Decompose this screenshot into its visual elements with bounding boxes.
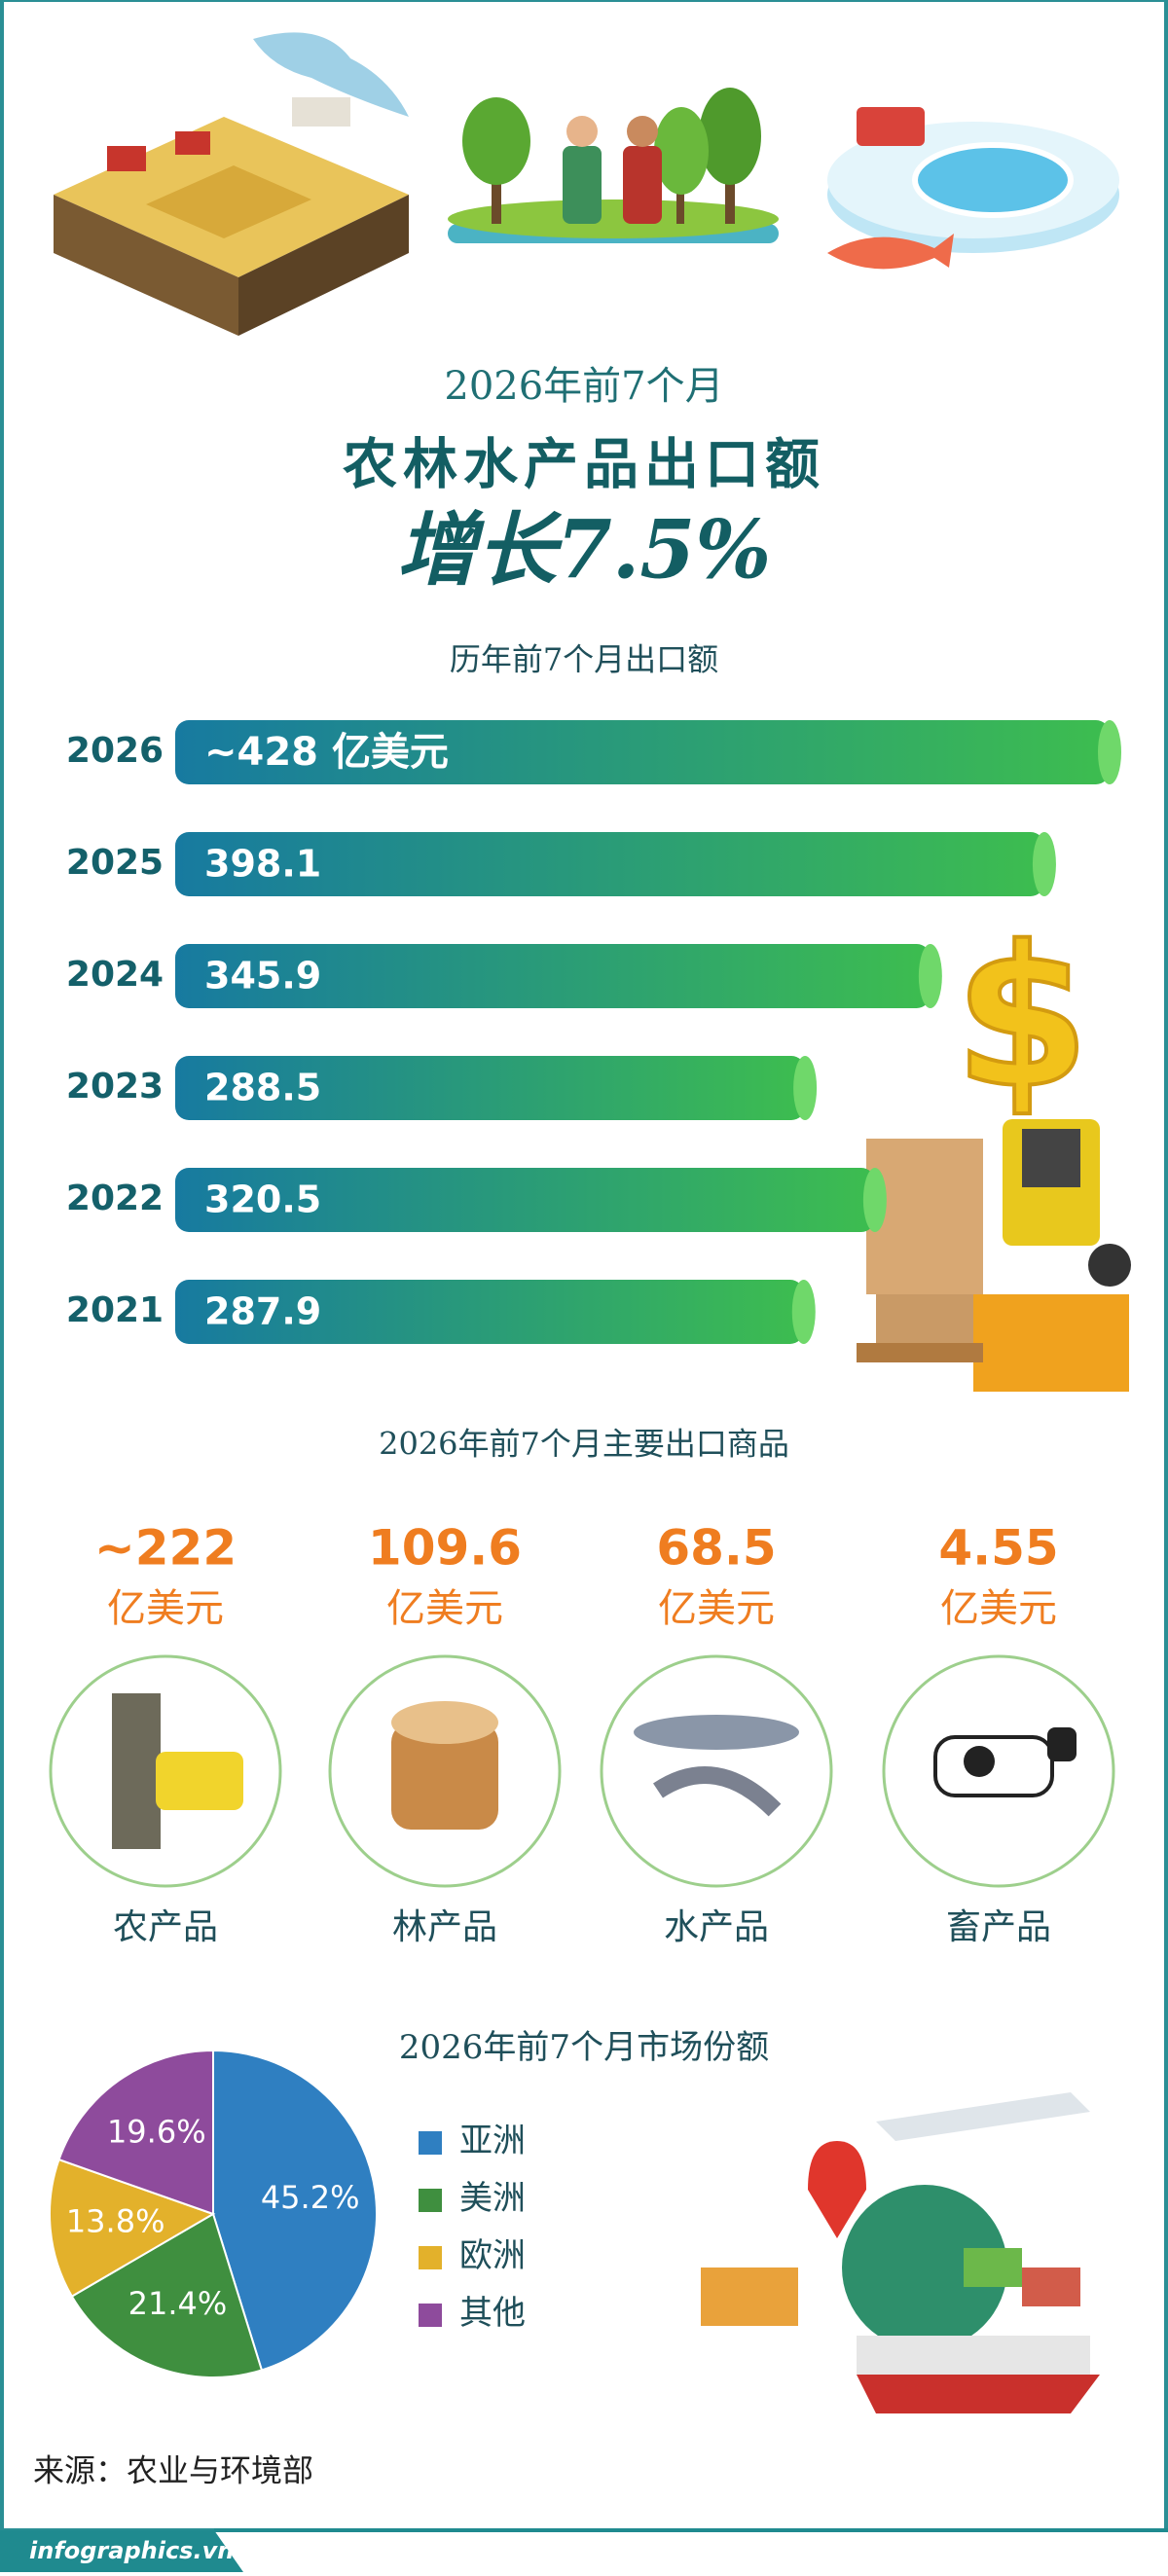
product-value: 109.6 [368, 1520, 522, 1577]
products-title: 2026年前7个月主要出口商品 [379, 1426, 789, 1463]
category-label: 2023 [66, 1067, 164, 1107]
pie-slice [212, 2049, 379, 2372]
legend-label: 其他 [459, 2294, 526, 2333]
product-unit: 亿美元 [658, 1586, 775, 1631]
icon-latex [156, 1752, 243, 1810]
bar-cap [1032, 832, 1056, 896]
value-label: 398.1 [204, 843, 321, 886]
svg-text:$: $ [954, 905, 1089, 1132]
bar-chart: 2026 ~428 亿美元 2025 398.1 2024 345.9 2023 288.5 2… [66, 720, 1121, 1344]
kicker: 2026年前7个月 [444, 364, 723, 409]
value-label: 288.5 [204, 1067, 321, 1109]
icon-shrimp [653, 1766, 782, 1817]
legend-swatch [419, 2304, 442, 2327]
category-label: 2026 [66, 731, 164, 771]
product-value: 68.5 [656, 1520, 776, 1577]
footer-band [0, 2530, 243, 2572]
legend-label: 欧洲 [459, 2236, 526, 2275]
value-label: ~428 亿美元 [204, 730, 449, 775]
logistics-illustration [701, 2092, 1100, 2413]
pie-slice [70, 2212, 264, 2378]
product-label: 畜产品 [946, 1907, 1051, 1947]
bar-cap [791, 1280, 816, 1344]
pie-chart: 45.2% 亚洲 21.4% 美洲 13.8% 欧洲 19.6% 其他 [49, 2049, 526, 2378]
product-label: 林产品 [392, 1907, 497, 1947]
category-label: 2024 [66, 955, 164, 995]
fishery-illustration [827, 107, 1119, 270]
product-unit: 亿美元 [940, 1586, 1057, 1631]
slice-label: 13.8% [66, 2202, 165, 2239]
icon-log [391, 1723, 498, 1830]
bar-cap [793, 1056, 818, 1120]
bar [175, 1168, 875, 1232]
farmers-illustration [448, 88, 779, 243]
footer: infographics.vn [29, 2537, 234, 2564]
icon-log-top [391, 1701, 498, 1744]
category-label: 2021 [66, 1290, 164, 1330]
bar [175, 1056, 806, 1120]
product-label: 农产品 [113, 1907, 218, 1947]
product-unit: 亿美元 [386, 1586, 503, 1631]
title: 农林水产品出口额 [343, 433, 825, 497]
slice-label: 19.6% [107, 2114, 206, 2151]
export-illustration: $ [857, 903, 1131, 1392]
value-label: 287.9 [204, 1290, 321, 1333]
slice-label: 21.4% [128, 2285, 228, 2322]
bar [175, 720, 1110, 784]
legend-swatch [419, 2131, 442, 2155]
bar [175, 944, 931, 1008]
category-label: 2025 [66, 843, 164, 883]
legend-label: 亚洲 [459, 2122, 526, 2160]
pie-chart-title: 2026年前7个月市场份额 [399, 2028, 769, 2067]
value-label: 320.5 [204, 1179, 321, 1221]
farm-illustration [54, 32, 409, 336]
icon-head [1047, 1727, 1077, 1761]
icon-fish [634, 1715, 799, 1750]
bar-cap [918, 944, 942, 1008]
pie-slice [57, 2049, 214, 2216]
product-value: 4.55 [938, 1520, 1058, 1577]
bar-chart-title: 历年前7个月出口额 [450, 641, 718, 678]
bar [175, 1280, 804, 1344]
icon-trunk [112, 1693, 161, 1849]
headline: 增长7.5% [397, 503, 772, 597]
icon-spot [964, 1746, 995, 1777]
bar-cap [862, 1168, 887, 1232]
bar [175, 832, 1044, 896]
source: 来源：农业与环境部 [33, 2452, 313, 2489]
legend-swatch [419, 2246, 442, 2269]
slice-label: 45.2% [261, 2179, 360, 2216]
product-unit: 亿美元 [107, 1586, 224, 1631]
value-label: 345.9 [204, 955, 321, 998]
legend-label: 美洲 [459, 2179, 526, 2218]
product-label: 水产品 [664, 1907, 769, 1947]
pie-slice [49, 2158, 216, 2298]
product-value: ~222 [94, 1520, 237, 1577]
legend-swatch [419, 2189, 442, 2212]
category-label: 2022 [66, 1179, 164, 1218]
bar-cap [1098, 720, 1121, 784]
